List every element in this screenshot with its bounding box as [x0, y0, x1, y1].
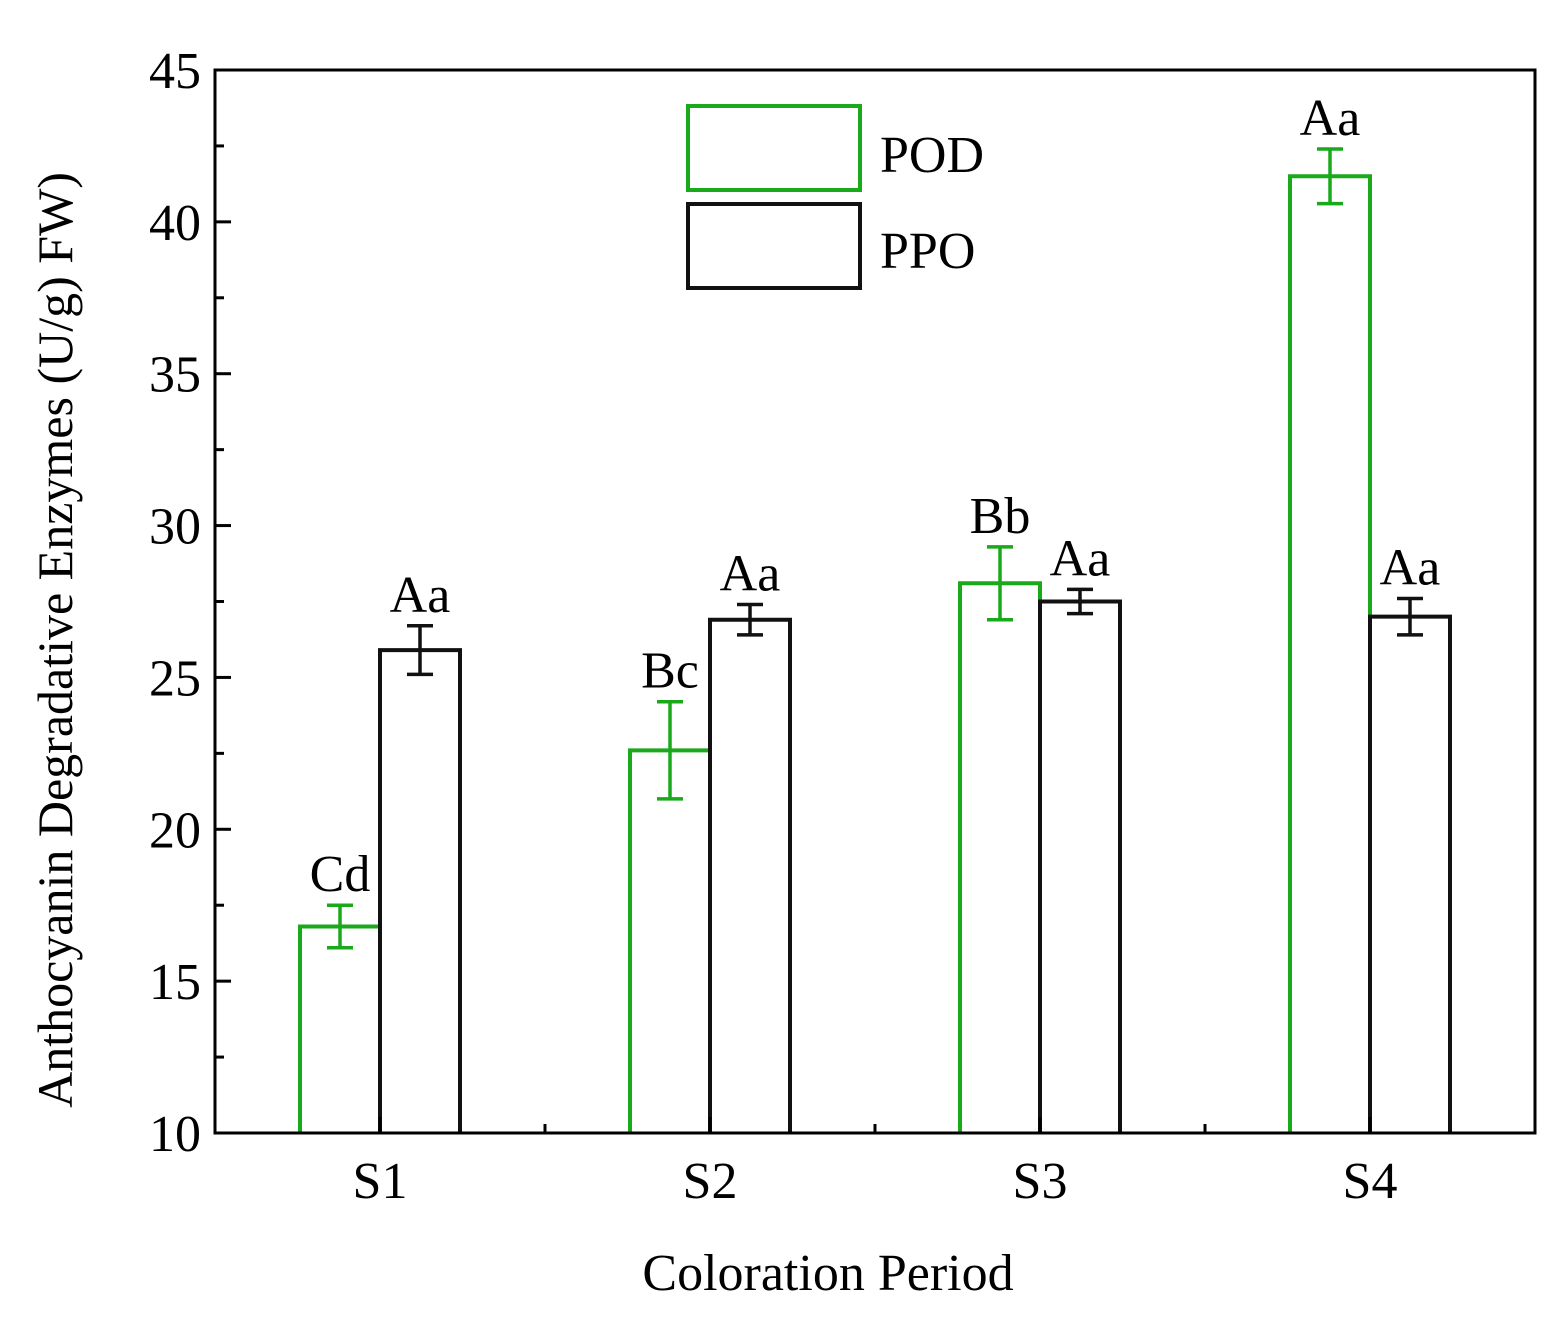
legend: POD PPO	[686, 104, 984, 290]
y-tick-label: 40	[149, 195, 201, 252]
bar-pod	[298, 924, 382, 1133]
legend-swatch-ppo	[686, 202, 862, 290]
significance-labels-layer: Cd Aa Bc Aa Bb Aa Aa Aa	[310, 90, 1441, 903]
y-tick-label: 25	[149, 650, 201, 707]
significance-label-pod: Bb	[970, 488, 1031, 545]
legend-swatch-pod	[686, 104, 862, 192]
y-axis-label: Anthocyanin Degradative Enzymes (U/g) FW…	[27, 172, 83, 1108]
x-axis: S1 S2 S3 S4	[353, 1117, 1398, 1210]
x-tick-label: S3	[1013, 1153, 1068, 1210]
significance-label-ppo: Aa	[390, 567, 451, 624]
y-tick-label: 35	[149, 347, 201, 404]
significance-label-ppo: Aa	[720, 546, 781, 603]
y-tick-label: 10	[149, 1106, 201, 1163]
bar-ppo	[1038, 599, 1122, 1133]
y-tick-label: 45	[149, 43, 201, 100]
x-tick-label: S4	[1343, 1153, 1398, 1210]
bar-pod	[1288, 174, 1372, 1133]
x-tick-label: S2	[683, 1153, 738, 1210]
significance-label-pod: Cd	[310, 846, 371, 903]
bar-pod	[958, 581, 1042, 1133]
bars-layer	[298, 147, 1452, 1133]
significance-label-pod: Bc	[641, 643, 699, 700]
bar-pod	[628, 748, 712, 1133]
y-tick-label: 30	[149, 499, 201, 556]
significance-label-pod: Aa	[1300, 90, 1361, 147]
bar-ppo	[708, 617, 792, 1133]
significance-label-ppo: Aa	[1380, 539, 1441, 596]
y-tick-label: 15	[149, 954, 201, 1011]
x-tick-label: S1	[353, 1153, 408, 1210]
bar-ppo	[1368, 614, 1452, 1133]
y-tick-label: 20	[149, 802, 201, 859]
legend-label-pod: POD	[880, 127, 984, 184]
significance-label-ppo: Aa	[1050, 530, 1111, 587]
y-axis: 10 15 20 25 30 35 40 45	[149, 43, 231, 1163]
bar-ppo	[378, 648, 462, 1133]
x-axis-label: Coloration Period	[642, 1245, 1013, 1302]
legend-label-ppo: PPO	[880, 223, 975, 280]
